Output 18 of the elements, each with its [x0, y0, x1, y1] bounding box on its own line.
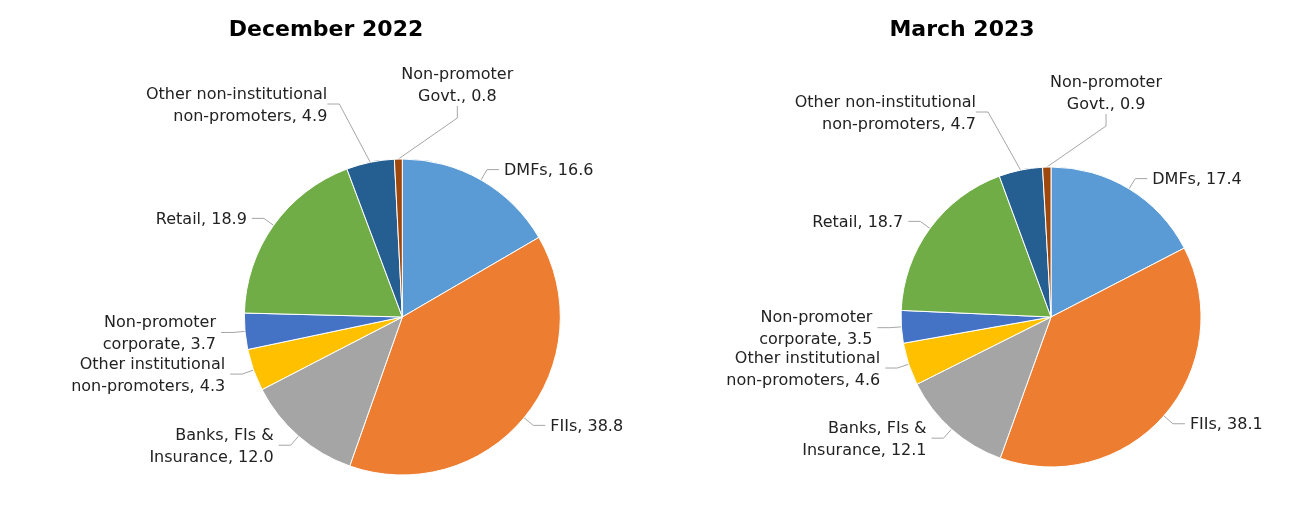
slice-label: FIIs, 38.8	[550, 415, 624, 435]
slice-label: DMFs, 17.4	[1152, 169, 1242, 189]
slice-label: Non-promoter Govt., 0.8	[401, 63, 514, 105]
slice-label: Other non-institutional non-promoters, 4.9	[146, 83, 328, 125]
slice-label: Banks, FIs & Insurance, 12.1	[802, 417, 927, 459]
slice-label: Retail, 18.9	[155, 208, 247, 228]
slice-label: FIIs, 38.1	[1189, 414, 1263, 434]
slice-label: DMFs, 16.6	[504, 160, 594, 180]
slice-label: Retail, 18.7	[812, 211, 904, 231]
chart-title: December 2022	[228, 15, 424, 41]
slice-label: Non-promoter corporate, 3.5	[759, 307, 873, 349]
slice-label: Non-promoter corporate, 3.7	[102, 311, 217, 353]
slice-label: Non-promoter Govt., 0.9	[1050, 71, 1163, 113]
slice-label: Other institutional non-promoters, 4.6	[726, 347, 881, 389]
slice-label: Banks, FIs & Insurance, 12.0	[149, 424, 274, 466]
slice-label: Other institutional non-promoters, 4.3	[71, 353, 226, 395]
slice-label: Other non-institutional non-promoters, 4.7	[794, 91, 977, 133]
chart-title: March 2023	[889, 15, 1035, 41]
